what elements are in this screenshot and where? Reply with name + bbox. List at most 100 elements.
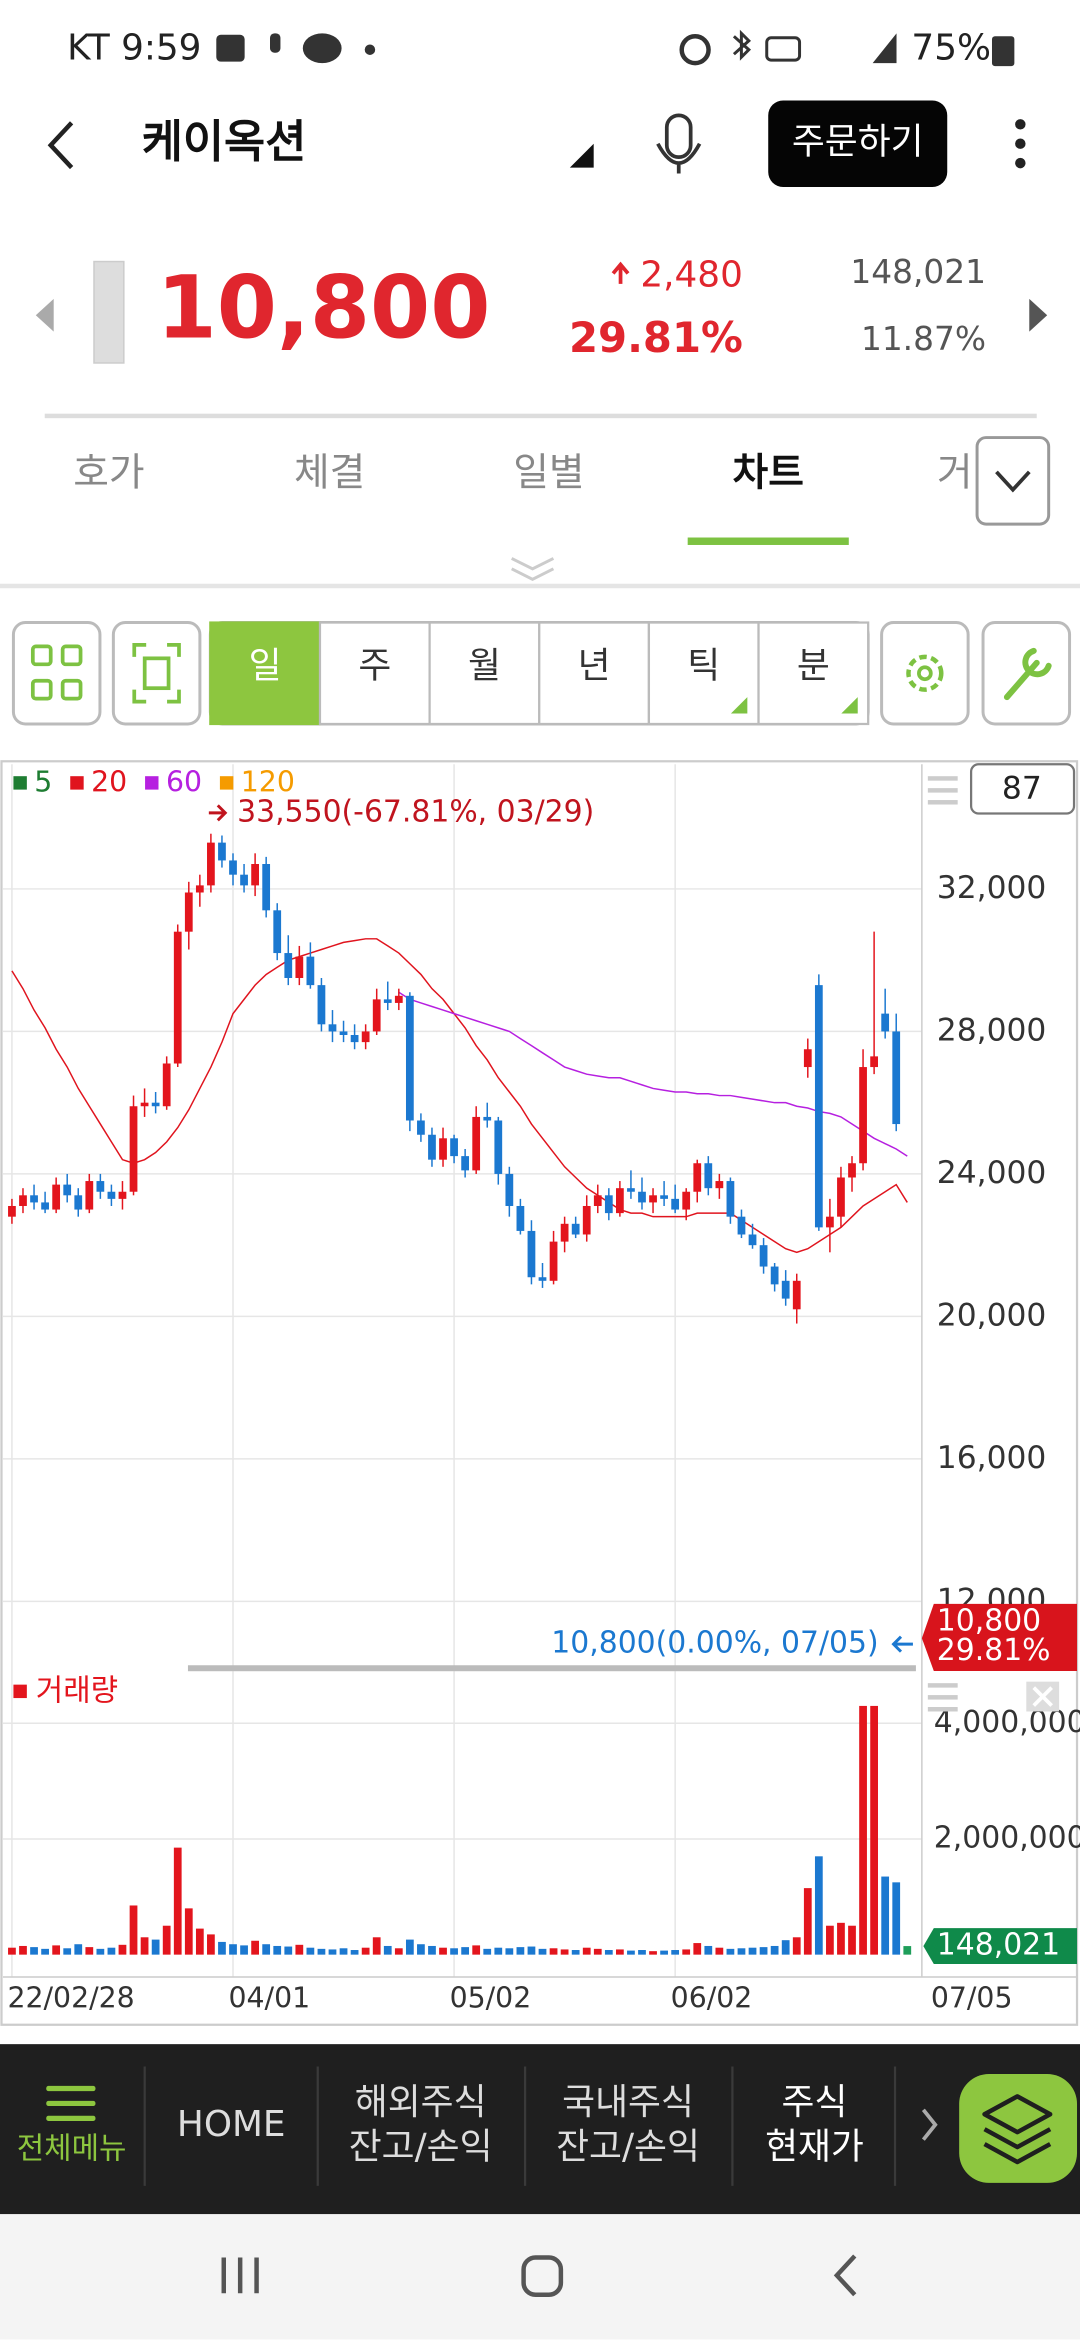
signal-icon [872,33,897,64]
current-price: 10,800 [157,259,491,359]
stock-title[interactable]: 케이옥션 [142,115,307,168]
nav-item-label[interactable]: 전체메뉴 [17,2132,127,2167]
candle-body [30,1195,38,1203]
volume-bar [483,1948,492,1955]
dot [1015,157,1026,169]
tab[interactable]: 거 [937,450,973,495]
tab[interactable]: 호가 [73,450,144,495]
period-button[interactable] [538,621,651,726]
more-menu[interactable] [1015,119,1026,169]
setting-box[interactable] [969,763,1076,815]
candle-body [151,1102,160,1107]
candle-body [41,1202,49,1210]
volume-bar [383,1945,392,1955]
legend-label: 5 [34,766,52,799]
candle-body [538,1277,547,1281]
order-button[interactable] [768,100,948,187]
candle-body [671,1198,680,1210]
mic-button[interactable] [656,113,702,174]
back-button[interactable] [47,121,74,170]
volume-bar [604,1950,613,1955]
gear-icon [906,654,944,692]
candle-body [350,1034,359,1043]
change-rate: 29.81% [569,313,743,362]
volume-bar [273,1945,282,1955]
layout-button[interactable] [11,621,102,726]
menu-icon[interactable] [46,2085,96,2121]
layers-button[interactable] [959,2073,1078,2183]
settings-button[interactable] [880,621,970,726]
period-button[interactable] [209,621,322,726]
alarm-icon [679,34,711,66]
period-label[interactable]: 주 [358,645,391,686]
volume-bar [682,1949,691,1955]
volume-bar [693,1943,702,1955]
period-label[interactable]: 년 [578,645,611,686]
volume-bar [173,1847,182,1955]
period-label[interactable]: 일 [249,645,282,686]
volume-bar [549,1948,558,1955]
collapse-handle[interactable] [510,557,555,581]
tab[interactable]: 체결 [294,450,365,495]
volume-bar [118,1944,127,1955]
setting-box-value[interactable]: 87 [1002,771,1042,807]
candle-body [295,956,304,978]
indicator-menu[interactable] [927,776,958,805]
candle-body [383,999,392,1003]
price-tag-rate: 29.81% [937,1633,1051,1668]
y-tick-label: 20,000 [937,1297,1047,1333]
candle-body [207,842,215,886]
candle-body [527,1230,536,1278]
period-label[interactable]: 월 [468,645,501,686]
prev-arrow[interactable] [35,298,54,332]
candle-body [229,860,237,875]
nav-item-label[interactable]: HOME [177,2104,286,2145]
volume-bar [461,1947,470,1955]
nav-item-label[interactable]: 잔고/손익 [349,2127,493,2168]
pane-splitter[interactable] [187,1665,916,1672]
tab[interactable]: 일별 [513,450,584,495]
volume-legend-label: 거래량 [36,1674,118,1709]
candle-body [85,1181,94,1210]
system-back-button[interactable] [833,2254,857,2297]
volume-menu[interactable] [927,1683,958,1712]
nav-item-label[interactable]: 해외주식 [355,2082,487,2123]
candle-body [505,1173,514,1206]
candle-body [682,1191,691,1210]
legend-swatch [145,776,159,790]
order-button-label[interactable]: 주문하기 [792,122,924,163]
up-arrow [611,261,630,284]
legend-label: 20 [91,766,127,799]
fullscreen-button[interactable] [111,621,202,726]
volume-bar [63,1948,72,1955]
nav-item-label[interactable]: 현재가 [765,2127,864,2168]
candle-body [405,995,414,1121]
candle-body [195,885,204,893]
volume-bar [284,1946,293,1955]
volume-bar [372,1937,381,1955]
candle-body [52,1184,61,1210]
mic-icon [270,33,281,53]
volume-bar [229,1944,237,1955]
candle-body [184,892,193,932]
period-label[interactable]: 분 [797,645,830,686]
nav-item-label[interactable]: 주식 [782,2082,848,2123]
next-arrow[interactable] [1029,298,1048,332]
nav-item-label[interactable]: 국내주식 [562,2082,694,2123]
period-label[interactable]: 틱 [687,645,720,686]
candle-body [660,1195,668,1199]
candle-body [748,1234,757,1246]
tab-expand-button[interactable] [975,436,1051,526]
recents-button[interactable] [221,2257,259,2294]
gallery-icon [216,34,245,62]
home-button[interactable] [521,2255,564,2297]
nav-item-label[interactable]: 잔고/손익 [556,2127,700,2168]
volume-tick-label: 2,000,000 [934,1820,1080,1855]
period-button[interactable] [428,621,541,726]
tab[interactable]: 차트 [733,450,804,495]
volume-bar [129,1905,138,1955]
status-battery: 75% [911,28,991,69]
candle-body [173,931,182,1064]
nav-more-arrow[interactable] [921,2108,938,2141]
